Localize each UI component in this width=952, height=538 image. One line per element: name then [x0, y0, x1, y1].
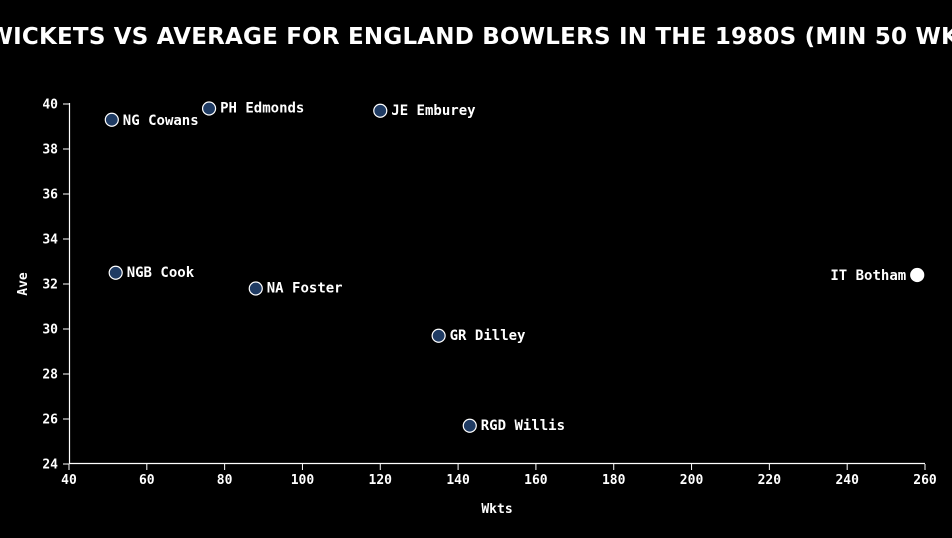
- data-point[interactable]: [373, 103, 388, 118]
- data-point[interactable]: [201, 101, 217, 116]
- x-tick-label: 60: [139, 473, 155, 488]
- x-tick-label: 200: [680, 473, 704, 488]
- x-tick-label: 120: [369, 473, 393, 488]
- x-axis: 40 60 80 100 120 140 160 180 200 220 240 260: [61, 462, 937, 488]
- y-tick-label: 30: [42, 323, 58, 338]
- point-label: IT Botham: [830, 268, 906, 284]
- x-tick-label: 260: [913, 473, 937, 488]
- x-axis-title: Wkts: [481, 502, 512, 517]
- y-tick-label: 28: [42, 368, 58, 383]
- y-tick-label: 36: [42, 188, 58, 203]
- point-label: PH Edmonds: [220, 101, 304, 117]
- y-tick-label: 32: [42, 278, 58, 293]
- data-point[interactable]: [910, 267, 925, 283]
- data-point[interactable]: [104, 112, 119, 127]
- y-tick-label: 38: [42, 143, 58, 158]
- y-tick-label: 40: [42, 98, 58, 113]
- y-tick-label: 34: [42, 233, 58, 248]
- data-point[interactable]: [248, 281, 263, 296]
- point-label: NG Cowans: [123, 113, 199, 129]
- x-tick-label: 220: [758, 473, 782, 488]
- y-tick-label: 26: [42, 413, 58, 428]
- x-tick-label: 240: [835, 473, 859, 488]
- x-tick-label: 140: [446, 473, 470, 488]
- point-label: JE Emburey: [391, 103, 476, 119]
- point-label: NGB Cook: [127, 265, 195, 281]
- data-point[interactable]: [462, 418, 477, 433]
- chart-title: WICKETS VS AVERAGE FOR ENGLAND BOWLERS I…: [0, 24, 952, 50]
- x-tick-label: 180: [602, 473, 626, 488]
- point-label: NA Foster: [267, 281, 343, 297]
- x-tick-label: 160: [524, 473, 548, 488]
- y-tick-label: 24: [42, 458, 58, 473]
- point-label: RGD Willis: [481, 418, 565, 434]
- data-point[interactable]: [108, 265, 123, 280]
- x-tick-label: 80: [217, 473, 233, 488]
- x-tick-label: 100: [291, 473, 315, 488]
- data-points: NG Cowans PH Edmonds JE Emburey NGB Cook NA …: [104, 101, 925, 434]
- data-point[interactable]: [431, 328, 446, 343]
- point-label: GR Dilley: [450, 328, 526, 344]
- y-axis-title: Ave: [16, 272, 31, 296]
- y-axis: 24 26 28 30 32 34 36 38 40: [42, 98, 71, 473]
- x-tick-label: 40: [61, 473, 77, 488]
